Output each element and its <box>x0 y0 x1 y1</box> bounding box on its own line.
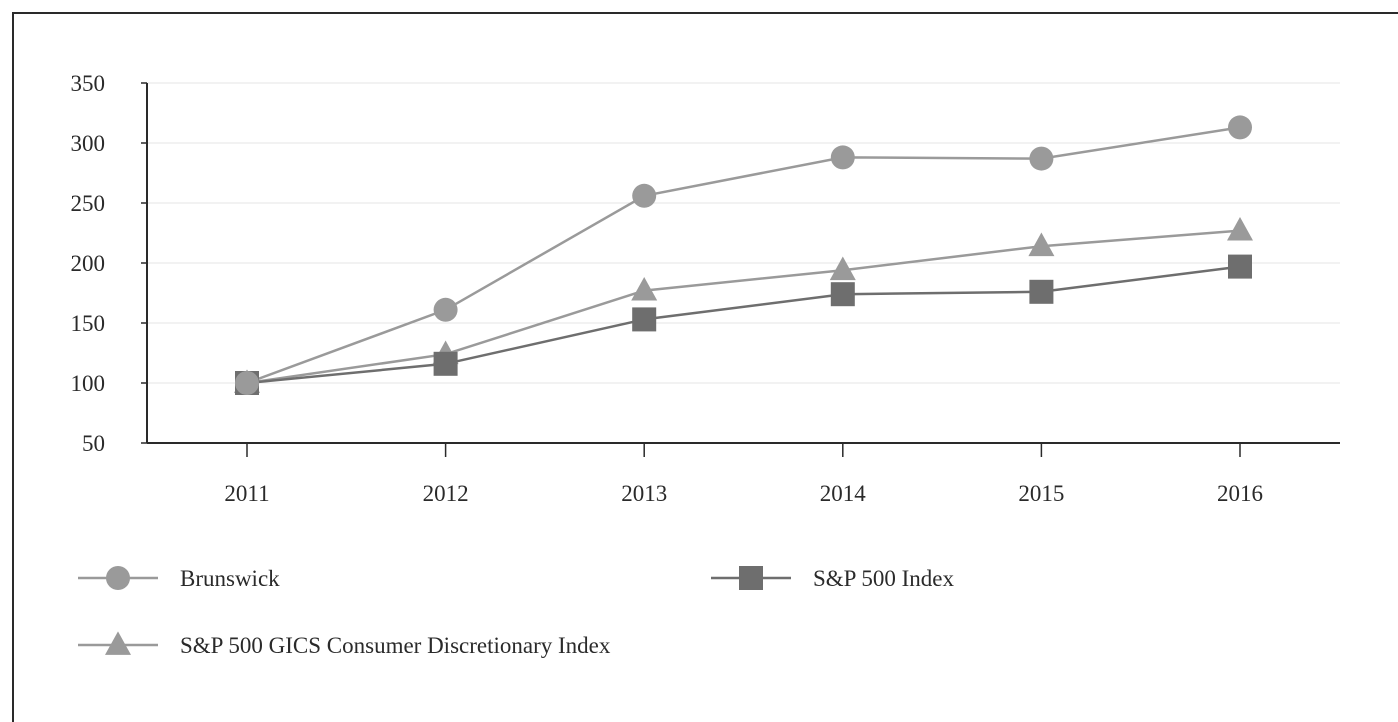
gridlines <box>147 82 1340 384</box>
data-point-circle <box>1228 115 1252 140</box>
data-point-square <box>1029 279 1054 304</box>
x-axis-ticks: 2011 2012 2013 2014 2015 2016 <box>224 443 1263 506</box>
legend-label: Brunswick <box>180 566 280 591</box>
legend: Brunswick S&P 500 Index S&P 500 GICS Consu… <box>78 566 954 658</box>
legend-label: S&P 500 Index <box>813 566 954 591</box>
data-point-triangle <box>829 256 856 281</box>
data-point-circle <box>433 297 458 322</box>
data-point-circle <box>1029 146 1054 171</box>
series-line-square <box>246 265 1241 385</box>
x-tick-label: 2011 <box>224 481 269 506</box>
series-line-circle <box>246 126 1241 385</box>
legend-marker-triangle <box>105 631 131 655</box>
data-point-circle <box>235 371 259 395</box>
y-tick-label: 100 <box>71 371 106 396</box>
y-tick-label: 50 <box>82 431 105 456</box>
legend-item: S&P 500 Index <box>711 566 954 591</box>
x-tick-label: 2012 <box>423 481 469 506</box>
legend-label: S&P 500 GICS Consumer Discretionary Inde… <box>180 633 611 658</box>
data-point-square <box>433 351 458 376</box>
data-point-square <box>632 307 657 332</box>
series-layer <box>234 115 1253 395</box>
y-tick-label: 350 <box>71 71 106 96</box>
data-point-triangle <box>631 276 658 301</box>
data-point-circle <box>830 145 855 170</box>
y-tick-label: 300 <box>71 131 106 156</box>
data-point-circle <box>632 183 657 208</box>
series-line-triangle <box>246 229 1241 385</box>
legend-item: S&P 500 GICS Consumer Discretionary Inde… <box>78 631 611 658</box>
data-point-square <box>1228 254 1252 279</box>
x-tick-label: 2015 <box>1018 481 1064 506</box>
y-tick-label: 200 <box>71 251 106 276</box>
data-point-triangle <box>1028 232 1055 257</box>
data-point-square <box>830 282 855 307</box>
y-tick-label: 250 <box>71 191 106 216</box>
y-tick-label: 150 <box>71 311 106 336</box>
legend-marker-circle <box>106 566 130 590</box>
y-axis-ticks: 50 100 150 200 250 300 350 <box>71 71 147 456</box>
x-tick-label: 2013 <box>621 481 667 506</box>
x-tick-label: 2014 <box>820 481 867 506</box>
x-tick-label: 2016 <box>1217 481 1263 506</box>
legend-marker-square <box>739 566 763 590</box>
legend-item: Brunswick <box>78 566 280 591</box>
chart-frame <box>12 12 1398 722</box>
data-point-triangle <box>1227 216 1253 241</box>
